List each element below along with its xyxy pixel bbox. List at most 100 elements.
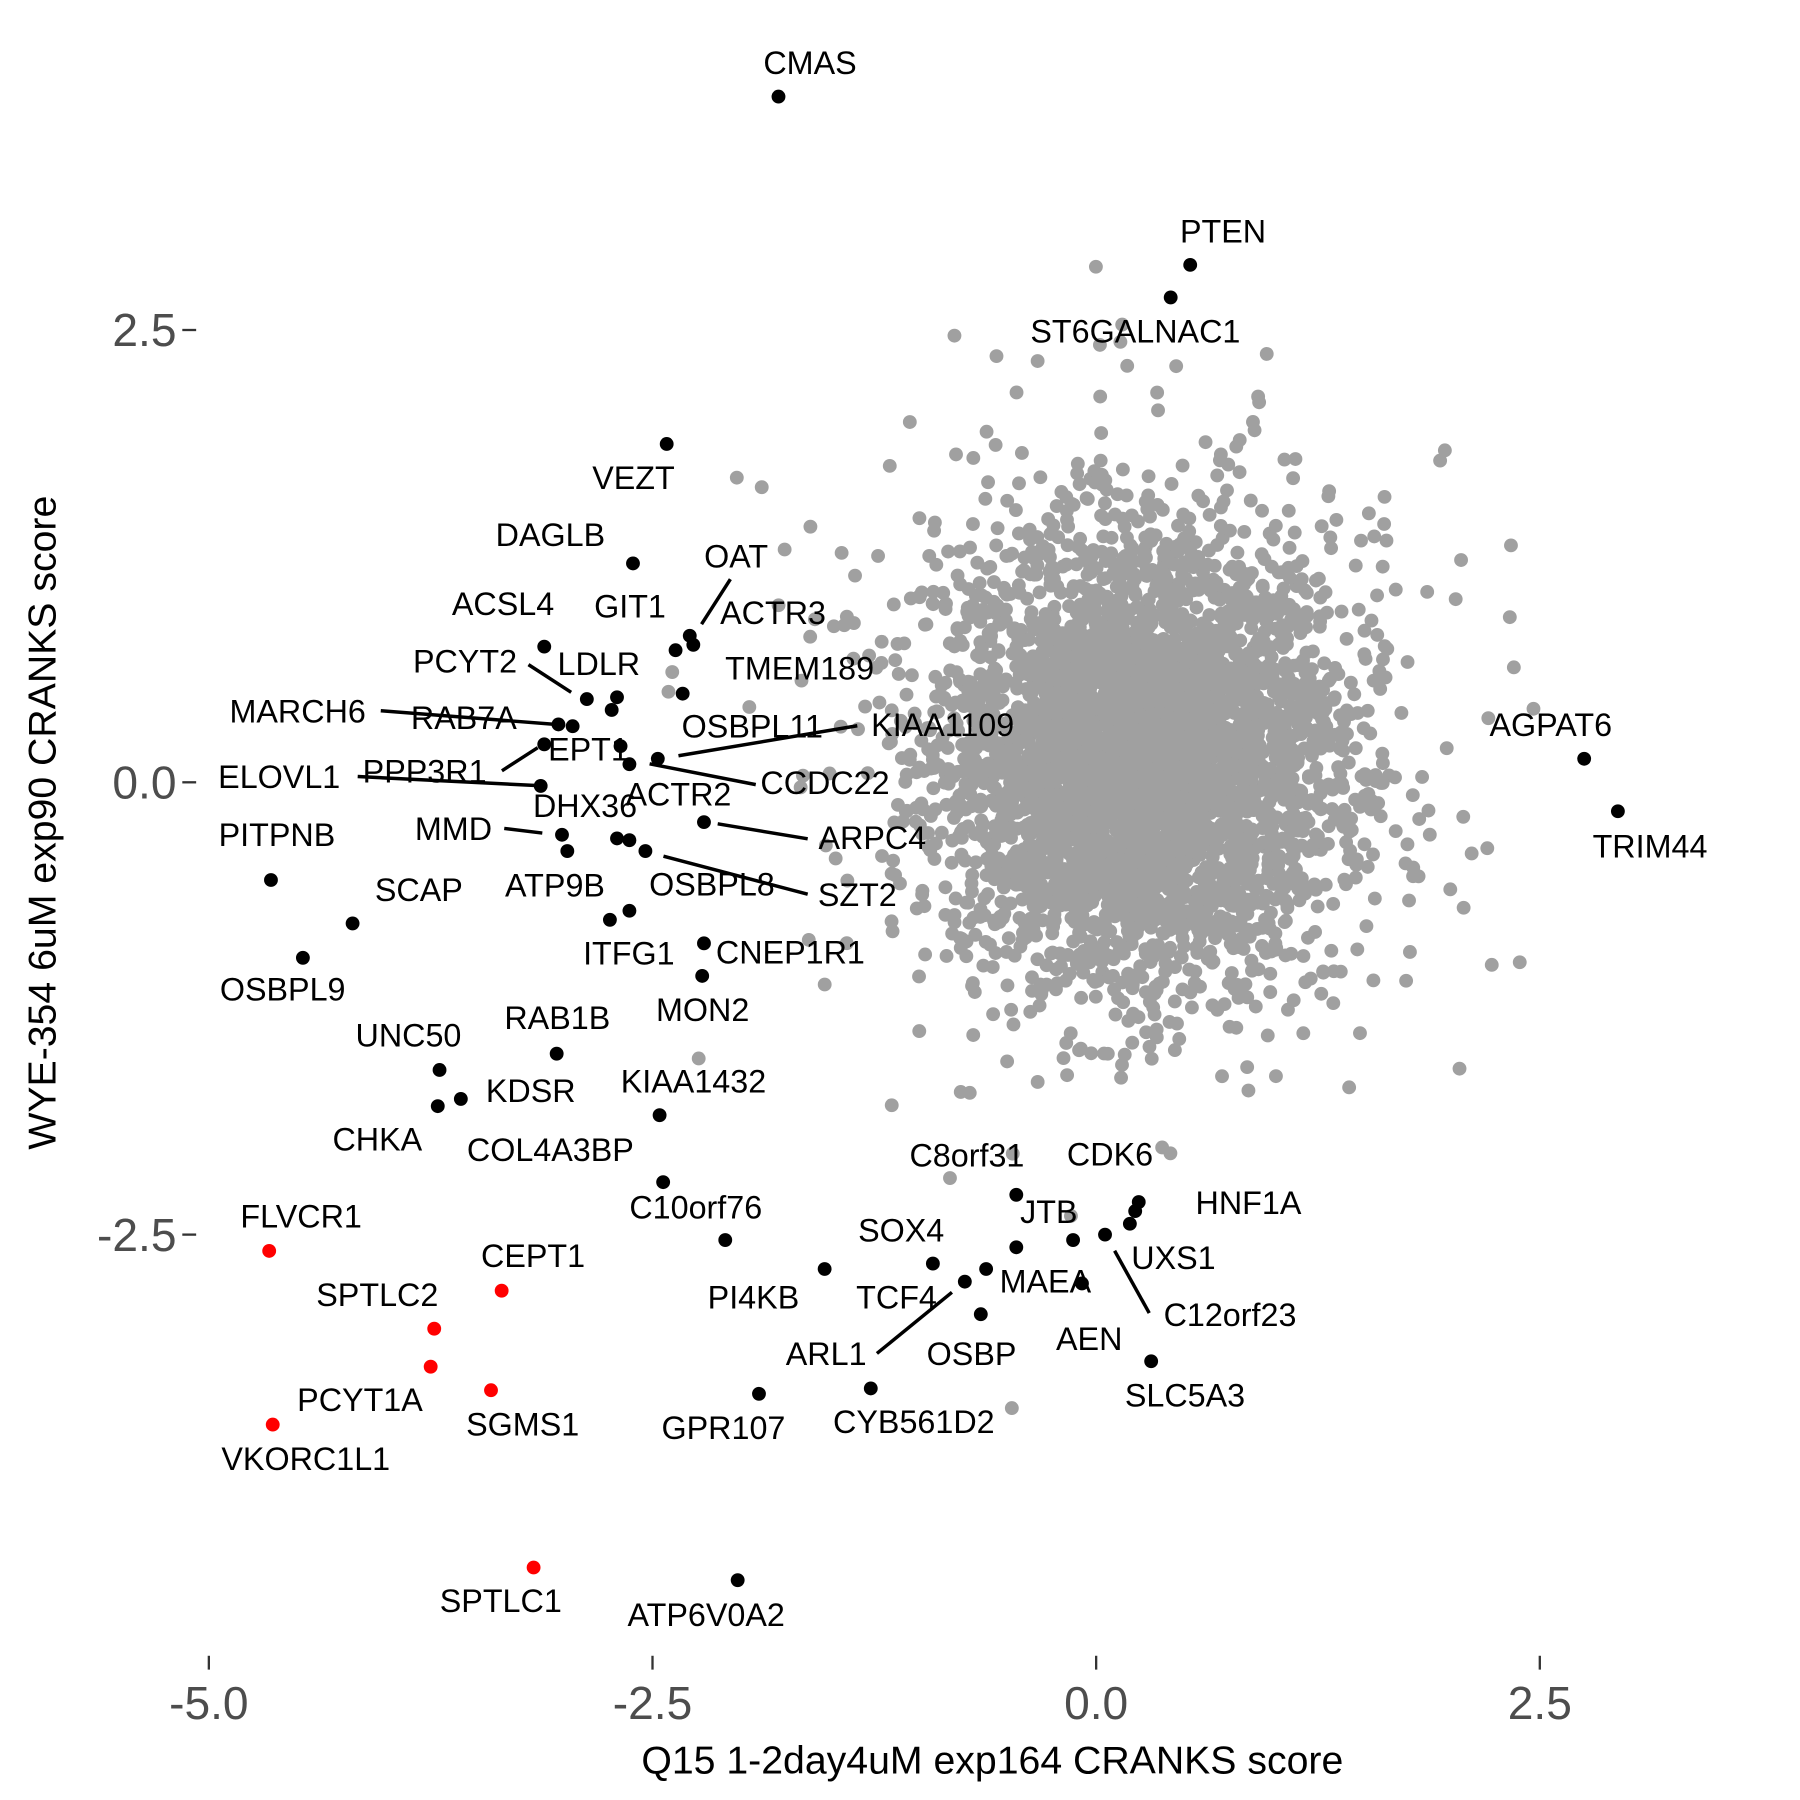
background-point <box>1420 584 1435 599</box>
label-aen: AEN <box>1056 1321 1122 1357</box>
background-point <box>839 936 854 951</box>
background-point <box>1139 568 1154 583</box>
background-point <box>1080 864 1095 879</box>
background-point <box>1193 927 1208 942</box>
background-point <box>1101 771 1116 786</box>
background-point <box>1303 971 1318 986</box>
background-point <box>1456 809 1471 824</box>
background-point <box>1291 881 1306 896</box>
background-point <box>1080 567 1095 582</box>
background-point <box>1187 739 1202 754</box>
background-point <box>902 415 917 429</box>
background-point <box>1251 873 1266 888</box>
label-cdk6: CDK6 <box>1067 1136 1153 1172</box>
background-point <box>1050 976 1065 991</box>
background-point <box>1275 618 1290 633</box>
background-point <box>1135 856 1150 871</box>
background-point <box>1321 489 1336 504</box>
background-point <box>1111 805 1126 820</box>
background-point <box>1139 550 1153 565</box>
background-point <box>754 480 769 495</box>
background-point <box>1187 842 1201 857</box>
background-point <box>1011 526 1026 541</box>
background-point <box>1239 567 1254 582</box>
point-pcyt1a <box>423 1359 438 1374</box>
background-point <box>1158 646 1173 661</box>
background-point <box>1256 634 1271 649</box>
background-point <box>1422 827 1437 842</box>
label-rab1b: RAB1B <box>504 1000 610 1036</box>
background-point <box>1198 435 1213 450</box>
background-point <box>661 684 676 699</box>
background-point <box>951 723 966 738</box>
background-point <box>988 438 1003 452</box>
background-point <box>1348 558 1363 573</box>
background-point <box>1339 703 1354 718</box>
background-point <box>1030 952 1045 967</box>
background-point <box>1277 790 1292 805</box>
background-point <box>1367 529 1382 544</box>
background-point <box>1115 862 1130 877</box>
background-point <box>1053 718 1067 733</box>
background-point <box>1112 883 1127 898</box>
background-point <box>1282 698 1297 713</box>
background-point <box>846 616 861 630</box>
label-osbpl8: OSBPL8 <box>649 866 775 902</box>
background-point <box>1114 1070 1128 1085</box>
background-point <box>1009 385 1024 400</box>
background-point <box>1278 913 1293 928</box>
background-point <box>1096 591 1111 606</box>
background-point <box>1171 518 1185 533</box>
background-point <box>1377 517 1392 531</box>
background-point <box>1088 475 1102 490</box>
background-point <box>1001 731 1016 746</box>
background-point <box>1037 703 1051 717</box>
background-point <box>1143 509 1157 524</box>
background-point <box>1272 832 1287 847</box>
background-point <box>1288 452 1303 466</box>
background-point <box>1104 546 1119 561</box>
background-point <box>974 641 989 656</box>
background-point <box>793 780 808 795</box>
background-point <box>1318 779 1333 794</box>
background-point <box>1199 742 1214 757</box>
background-point <box>1186 638 1201 653</box>
background-point <box>1025 544 1039 559</box>
background-point <box>903 747 918 762</box>
background-point <box>1411 869 1426 884</box>
background-point <box>1195 698 1210 713</box>
background-point <box>1502 610 1517 625</box>
background-point <box>840 873 855 888</box>
background-point <box>926 584 941 599</box>
background-point <box>1054 959 1068 974</box>
background-point <box>1286 845 1301 860</box>
background-point <box>968 690 983 705</box>
background-point <box>1226 898 1241 913</box>
background-point <box>1196 494 1211 509</box>
background-point <box>1230 545 1245 560</box>
background-point <box>914 585 929 600</box>
background-point <box>928 669 943 684</box>
background-point <box>996 793 1011 807</box>
background-point <box>1281 503 1296 518</box>
background-point <box>1299 710 1313 725</box>
background-point <box>1268 518 1283 533</box>
background-point <box>1163 865 1178 880</box>
background-point <box>875 849 889 863</box>
background-point <box>1388 582 1403 597</box>
point-labels: CMAS PTEN ST6GALNAC1 VEZT DAGLB OAT ACTR3 GIT1 A… <box>218 45 1707 1633</box>
background-point <box>1343 675 1358 690</box>
background-point <box>1172 884 1187 899</box>
background-point <box>1109 821 1124 836</box>
background-point <box>1220 483 1234 498</box>
background-point <box>771 598 786 613</box>
background-point <box>1205 850 1220 865</box>
background-point <box>923 723 937 738</box>
background-point <box>1092 337 1107 352</box>
background-point <box>1115 462 1130 477</box>
x-tick-label: 2.5 <box>1508 1677 1572 1729</box>
background-point <box>1232 580 1247 595</box>
background-point <box>968 855 983 870</box>
label-osbpl11: OSBPL11 <box>682 708 823 744</box>
background-point <box>949 447 963 462</box>
